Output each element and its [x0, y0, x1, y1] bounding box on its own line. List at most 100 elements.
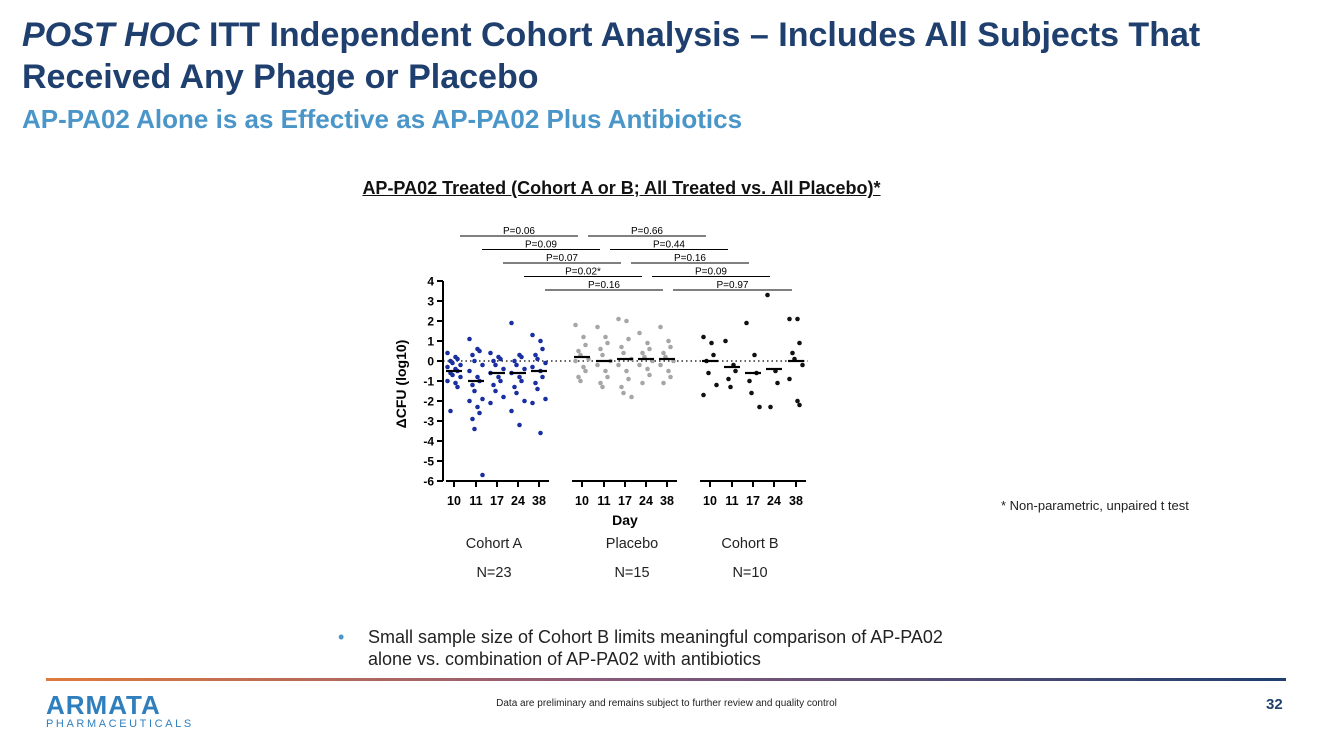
data-point: [595, 362, 600, 368]
data-point: [795, 398, 800, 404]
y-tick-label: -2: [423, 395, 434, 409]
data-point: [445, 350, 450, 356]
data-point: [637, 362, 642, 368]
data-point: [581, 364, 586, 370]
data-point: [645, 366, 650, 372]
data-point: [472, 358, 477, 364]
data-point: [455, 384, 460, 390]
p-value-label: P=0.97: [717, 280, 749, 291]
data-point: [498, 356, 503, 362]
data-point: [744, 320, 749, 326]
data-point: [488, 350, 493, 356]
data-point: [540, 374, 545, 380]
x-tick-label: 17: [490, 494, 504, 508]
data-point: [800, 362, 805, 368]
data-point: [543, 396, 548, 402]
data-point: [603, 334, 608, 340]
data-point: [517, 374, 522, 380]
data-point: [488, 400, 493, 406]
data-point: [498, 378, 503, 384]
data-point: [775, 380, 780, 386]
x-tick-label: 10: [703, 494, 717, 508]
y-tick-label: 4: [427, 275, 434, 289]
data-point: [448, 408, 453, 414]
y-tick-label: -6: [423, 475, 434, 489]
data-point: [583, 342, 588, 348]
data-point: [757, 404, 762, 410]
data-point: [501, 366, 506, 372]
data-point: [726, 376, 731, 382]
footnote: * Non-parametric, unpaired t test: [1001, 498, 1189, 513]
data-point: [512, 358, 517, 364]
data-point: [765, 292, 770, 298]
data-point: [728, 384, 733, 390]
data-point: [701, 392, 706, 398]
p-value-label: P=0.44: [653, 240, 685, 251]
data-point: [581, 334, 586, 340]
slide-subtitle: AP-PA02 Alone is as Effective as AP-PA02…: [22, 104, 743, 134]
data-point: [790, 350, 795, 356]
data-point: [477, 410, 482, 416]
data-point: [600, 352, 605, 358]
data-point: [517, 422, 522, 428]
logo-wordmark: ARMATA: [46, 690, 161, 720]
y-tick-label: 2: [427, 315, 434, 329]
data-point: [752, 352, 757, 358]
x-axis-label: Day: [612, 512, 638, 528]
data-point: [626, 336, 631, 342]
x-tick-label: 17: [746, 494, 760, 508]
p-value-label: P=0.02*: [565, 267, 601, 278]
data-point: [458, 374, 463, 380]
data-point: [450, 372, 455, 378]
y-tick-label: 1: [427, 335, 434, 349]
data-point: [491, 358, 496, 364]
data-point: [475, 404, 480, 410]
data-point: [522, 366, 527, 372]
x-tick-label: 38: [532, 494, 546, 508]
data-point: [467, 336, 472, 342]
chart-title: AP-PA02 Treated (Cohort A or B; All Trea…: [362, 178, 881, 198]
data-point: [598, 346, 603, 352]
data-point: [480, 362, 485, 368]
data-point: [797, 340, 802, 346]
data-point: [661, 350, 666, 356]
data-point: [509, 320, 514, 326]
data-point: [629, 394, 634, 400]
bullet-dot-icon: •: [338, 627, 345, 647]
data-point: [576, 374, 581, 380]
data-point: [600, 384, 605, 390]
data-point: [666, 368, 671, 374]
p-value-label: P=0.16: [588, 280, 620, 291]
x-tick-label: 24: [767, 494, 781, 508]
data-point: [668, 374, 673, 380]
data-point: [573, 322, 578, 328]
footer-divider: [46, 678, 1286, 681]
disclaimer: Data are preliminary and remains subject…: [496, 698, 837, 709]
data-point: [626, 376, 631, 382]
data-point: [797, 402, 802, 408]
data-point: [480, 396, 485, 402]
data-point: [512, 384, 517, 390]
company-logo: ARMATA PHARMACEUTICALS: [46, 692, 194, 730]
data-point: [787, 316, 792, 322]
data-point: [723, 338, 728, 344]
data-point: [445, 364, 450, 370]
y-tick-label: -1: [423, 375, 434, 389]
p-value-label: P=0.09: [695, 267, 727, 278]
data-point: [535, 356, 540, 362]
data-point: [472, 426, 477, 432]
group-n-label: N=23: [476, 565, 511, 581]
data-point: [509, 408, 514, 414]
data-point: [709, 340, 714, 346]
x-tick-label: 11: [725, 494, 738, 508]
data-point: [530, 364, 535, 370]
data-point: [616, 316, 621, 322]
x-tick-label: 10: [447, 494, 461, 508]
data-point: [530, 400, 535, 406]
data-point: [514, 390, 519, 396]
group-label: Placebo: [606, 536, 658, 552]
data-point: [533, 380, 538, 386]
data-point: [578, 378, 583, 384]
data-point: [455, 356, 460, 362]
